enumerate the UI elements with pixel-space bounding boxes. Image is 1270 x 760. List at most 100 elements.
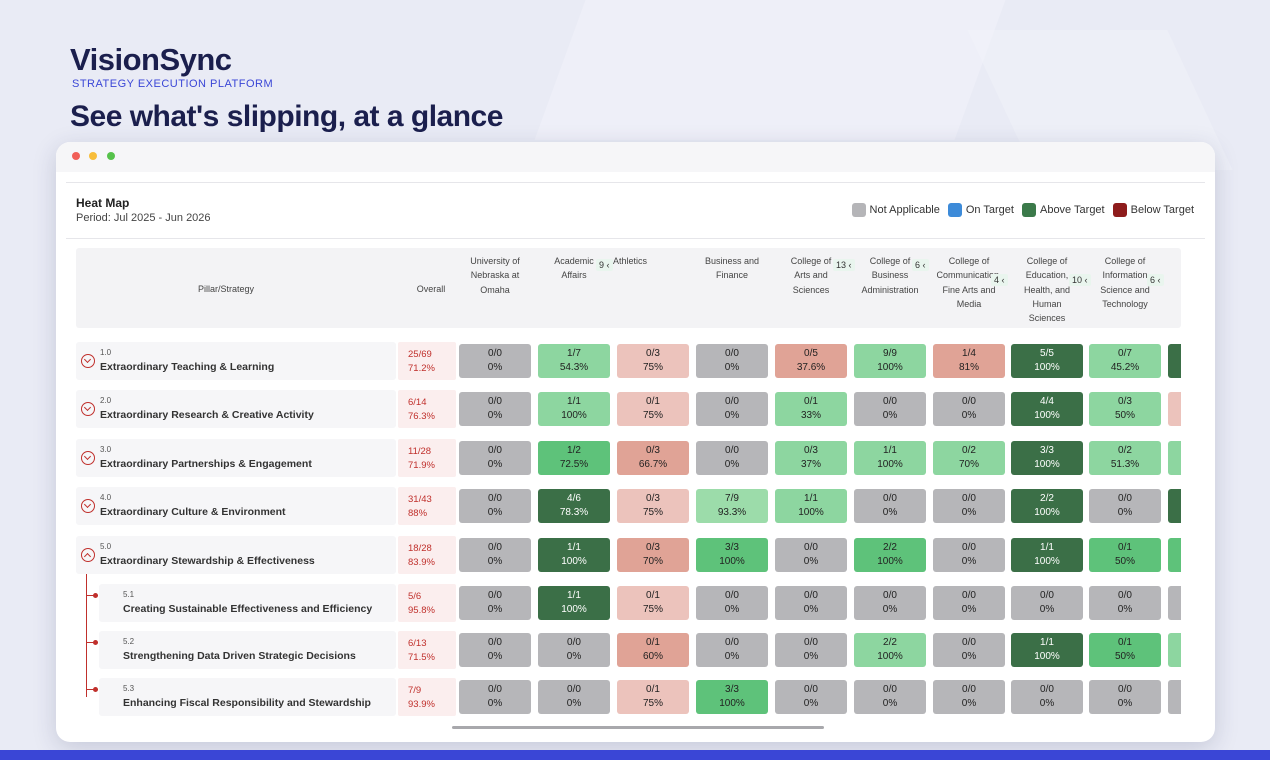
- heatmap-cell[interactable]: 3/3 100%: [696, 680, 768, 714]
- pillar-row[interactable]: 3.0 Extraordinary Partnerships & Engageme…: [76, 439, 396, 477]
- heatmap-cell[interactable]: 0/0 0%: [459, 633, 531, 667]
- heatmap-cell[interactable]: [1168, 586, 1181, 620]
- expand-chevron-icon[interactable]: [81, 354, 95, 368]
- heatmap-cell[interactable]: 0/0 0%: [933, 680, 1005, 714]
- heatmap-cell[interactable]: 0/0 0%: [1089, 680, 1161, 714]
- heatmap-cell[interactable]: 1/2 72.5%: [538, 441, 610, 475]
- heatmap-cell[interactable]: 1/1 100%: [538, 586, 610, 620]
- heatmap-cell[interactable]: 2/2 100%: [854, 538, 926, 572]
- pillar-row[interactable]: 4.0 Extraordinary Culture & Environment: [76, 487, 396, 525]
- heatmap-cell[interactable]: 0/0 0%: [933, 538, 1005, 572]
- close-window-icon[interactable]: [72, 152, 80, 160]
- heatmap-cell[interactable]: [1168, 633, 1181, 667]
- heatmap-cell[interactable]: 0/0 0%: [459, 441, 531, 475]
- heatmap-cell[interactable]: 0/0 0%: [696, 586, 768, 620]
- heatmap-cell[interactable]: 0/3 75%: [617, 344, 689, 378]
- column-collapse-badge[interactable]: 4 ‹: [991, 274, 1008, 286]
- heatmap-cell[interactable]: 0/0 0%: [1011, 680, 1083, 714]
- heatmap-cell[interactable]: 5/5 100%: [1011, 344, 1083, 378]
- expand-chevron-icon[interactable]: [81, 451, 95, 465]
- heatmap-cell[interactable]: 0/2 70%: [933, 441, 1005, 475]
- heatmap-cell[interactable]: [1168, 538, 1181, 572]
- heatmap-cell[interactable]: 0/0 0%: [696, 344, 768, 378]
- heatmap-cell[interactable]: [1168, 441, 1181, 475]
- heatmap-cell[interactable]: [1168, 680, 1181, 714]
- heatmap-cell[interactable]: 0/5 37.6%: [775, 344, 847, 378]
- pillar-row[interactable]: 5.2 Strengthening Data Driven Strategic D…: [99, 631, 396, 669]
- column-collapse-badge[interactable]: 6 ‹: [912, 259, 929, 271]
- heatmap-cell[interactable]: 1/7 54.3%: [538, 344, 610, 378]
- heatmap-cell[interactable]: 0/0 0%: [775, 680, 847, 714]
- heatmap-cell[interactable]: 0/0 0%: [1089, 586, 1161, 620]
- column-collapse-badge[interactable]: 10 ‹: [1069, 274, 1091, 286]
- heatmap-cell[interactable]: 2/2 100%: [1011, 489, 1083, 523]
- pillar-row[interactable]: 5.0 Extraordinary Stewardship & Effective…: [76, 536, 396, 574]
- heatmap-cell[interactable]: 1/1 100%: [854, 441, 926, 475]
- pillar-row[interactable]: 2.0 Extraordinary Research & Creative Act…: [76, 390, 396, 428]
- heatmap-cell[interactable]: 0/1 75%: [617, 392, 689, 426]
- column-collapse-badge[interactable]: 13 ‹: [833, 259, 855, 271]
- heatmap-cell[interactable]: 4/6 78.3%: [538, 489, 610, 523]
- heatmap-cell[interactable]: 0/3 75%: [617, 489, 689, 523]
- heatmap-cell[interactable]: 0/1 33%: [775, 392, 847, 426]
- heatmap-cell[interactable]: 0/0 0%: [775, 633, 847, 667]
- heatmap-cell[interactable]: 9/9 100%: [854, 344, 926, 378]
- heatmap-cell[interactable]: 7/9 93.3%: [696, 489, 768, 523]
- heatmap-cell[interactable]: 0/1 50%: [1089, 633, 1161, 667]
- heatmap-cell[interactable]: 0/0 0%: [1089, 489, 1161, 523]
- maximize-window-icon[interactable]: [107, 152, 115, 160]
- heatmap-cell[interactable]: 0/0 0%: [933, 586, 1005, 620]
- pillar-row[interactable]: 5.1 Creating Sustainable Effectiveness an…: [99, 584, 396, 622]
- heatmap-cell[interactable]: 0/0 0%: [538, 633, 610, 667]
- heatmap-cell[interactable]: 0/0 0%: [696, 392, 768, 426]
- heatmap-cell[interactable]: 1/4 81%: [933, 344, 1005, 378]
- heatmap-cell[interactable]: 0/0 0%: [459, 489, 531, 523]
- heatmap-cell[interactable]: 0/0 0%: [459, 392, 531, 426]
- heatmap-cell[interactable]: 0/3 66.7%: [617, 441, 689, 475]
- heatmap-cell[interactable]: [1168, 392, 1181, 426]
- heatmap-cell[interactable]: 3/3 100%: [696, 538, 768, 572]
- minimize-window-icon[interactable]: [89, 152, 97, 160]
- column-collapse-badge[interactable]: 9 ‹: [596, 259, 613, 271]
- heatmap-cell[interactable]: [1168, 489, 1181, 523]
- heatmap-cell[interactable]: 1/1 100%: [538, 538, 610, 572]
- expand-chevron-icon[interactable]: [81, 402, 95, 416]
- heatmap-cell[interactable]: 1/1 100%: [1011, 633, 1083, 667]
- heatmap-cell[interactable]: 0/0 0%: [696, 633, 768, 667]
- pillar-row[interactable]: 5.3 Enhancing Fiscal Responsibility and S…: [99, 678, 396, 716]
- heatmap-cell[interactable]: 0/0 0%: [933, 633, 1005, 667]
- heatmap-cell[interactable]: 1/1 100%: [538, 392, 610, 426]
- heatmap-cell[interactable]: 0/0 0%: [459, 538, 531, 572]
- heatmap-cell[interactable]: 0/0 0%: [459, 586, 531, 620]
- heatmap-cell[interactable]: 0/0 0%: [1011, 586, 1083, 620]
- heatmap-cell[interactable]: 0/1 60%: [617, 633, 689, 667]
- heatmap-cell[interactable]: 0/1 75%: [617, 680, 689, 714]
- heatmap-cell[interactable]: 0/0 0%: [459, 344, 531, 378]
- expand-chevron-icon[interactable]: [81, 499, 95, 513]
- heatmap-cell[interactable]: 2/2 100%: [854, 633, 926, 667]
- heatmap-cell[interactable]: 0/0 0%: [933, 392, 1005, 426]
- heatmap-cell[interactable]: 0/0 0%: [696, 441, 768, 475]
- heatmap-cell[interactable]: 0/3 37%: [775, 441, 847, 475]
- heatmap-cell[interactable]: 1/1 100%: [775, 489, 847, 523]
- horizontal-scrollbar[interactable]: [452, 726, 824, 729]
- heatmap-cell[interactable]: 0/0 0%: [775, 538, 847, 572]
- heatmap-cell[interactable]: 1/1 100%: [1011, 538, 1083, 572]
- heatmap-cell[interactable]: 0/0 0%: [775, 586, 847, 620]
- heatmap-cell[interactable]: 0/0 0%: [854, 680, 926, 714]
- pillar-row[interactable]: 1.0 Extraordinary Teaching & Learning: [76, 342, 396, 380]
- heatmap-cell[interactable]: 0/0 0%: [933, 489, 1005, 523]
- heatmap-cell[interactable]: 0/3 50%: [1089, 392, 1161, 426]
- heatmap-cell[interactable]: 0/1 50%: [1089, 538, 1161, 572]
- heatmap-cell[interactable]: 4/4 100%: [1011, 392, 1083, 426]
- heatmap-cell[interactable]: 3/3 100%: [1011, 441, 1083, 475]
- heatmap-cell[interactable]: 0/0 0%: [854, 392, 926, 426]
- collapse-chevron-icon[interactable]: [81, 548, 95, 562]
- heatmap-cell[interactable]: 0/0 0%: [854, 586, 926, 620]
- heatmap-cell[interactable]: 0/7 45.2%: [1089, 344, 1161, 378]
- heatmap-cell[interactable]: 0/0 0%: [459, 680, 531, 714]
- heatmap-cell[interactable]: 0/0 0%: [854, 489, 926, 523]
- heatmap-cell[interactable]: 0/3 70%: [617, 538, 689, 572]
- heatmap-cell[interactable]: [1168, 344, 1181, 378]
- heatmap-cell[interactable]: 0/1 75%: [617, 586, 689, 620]
